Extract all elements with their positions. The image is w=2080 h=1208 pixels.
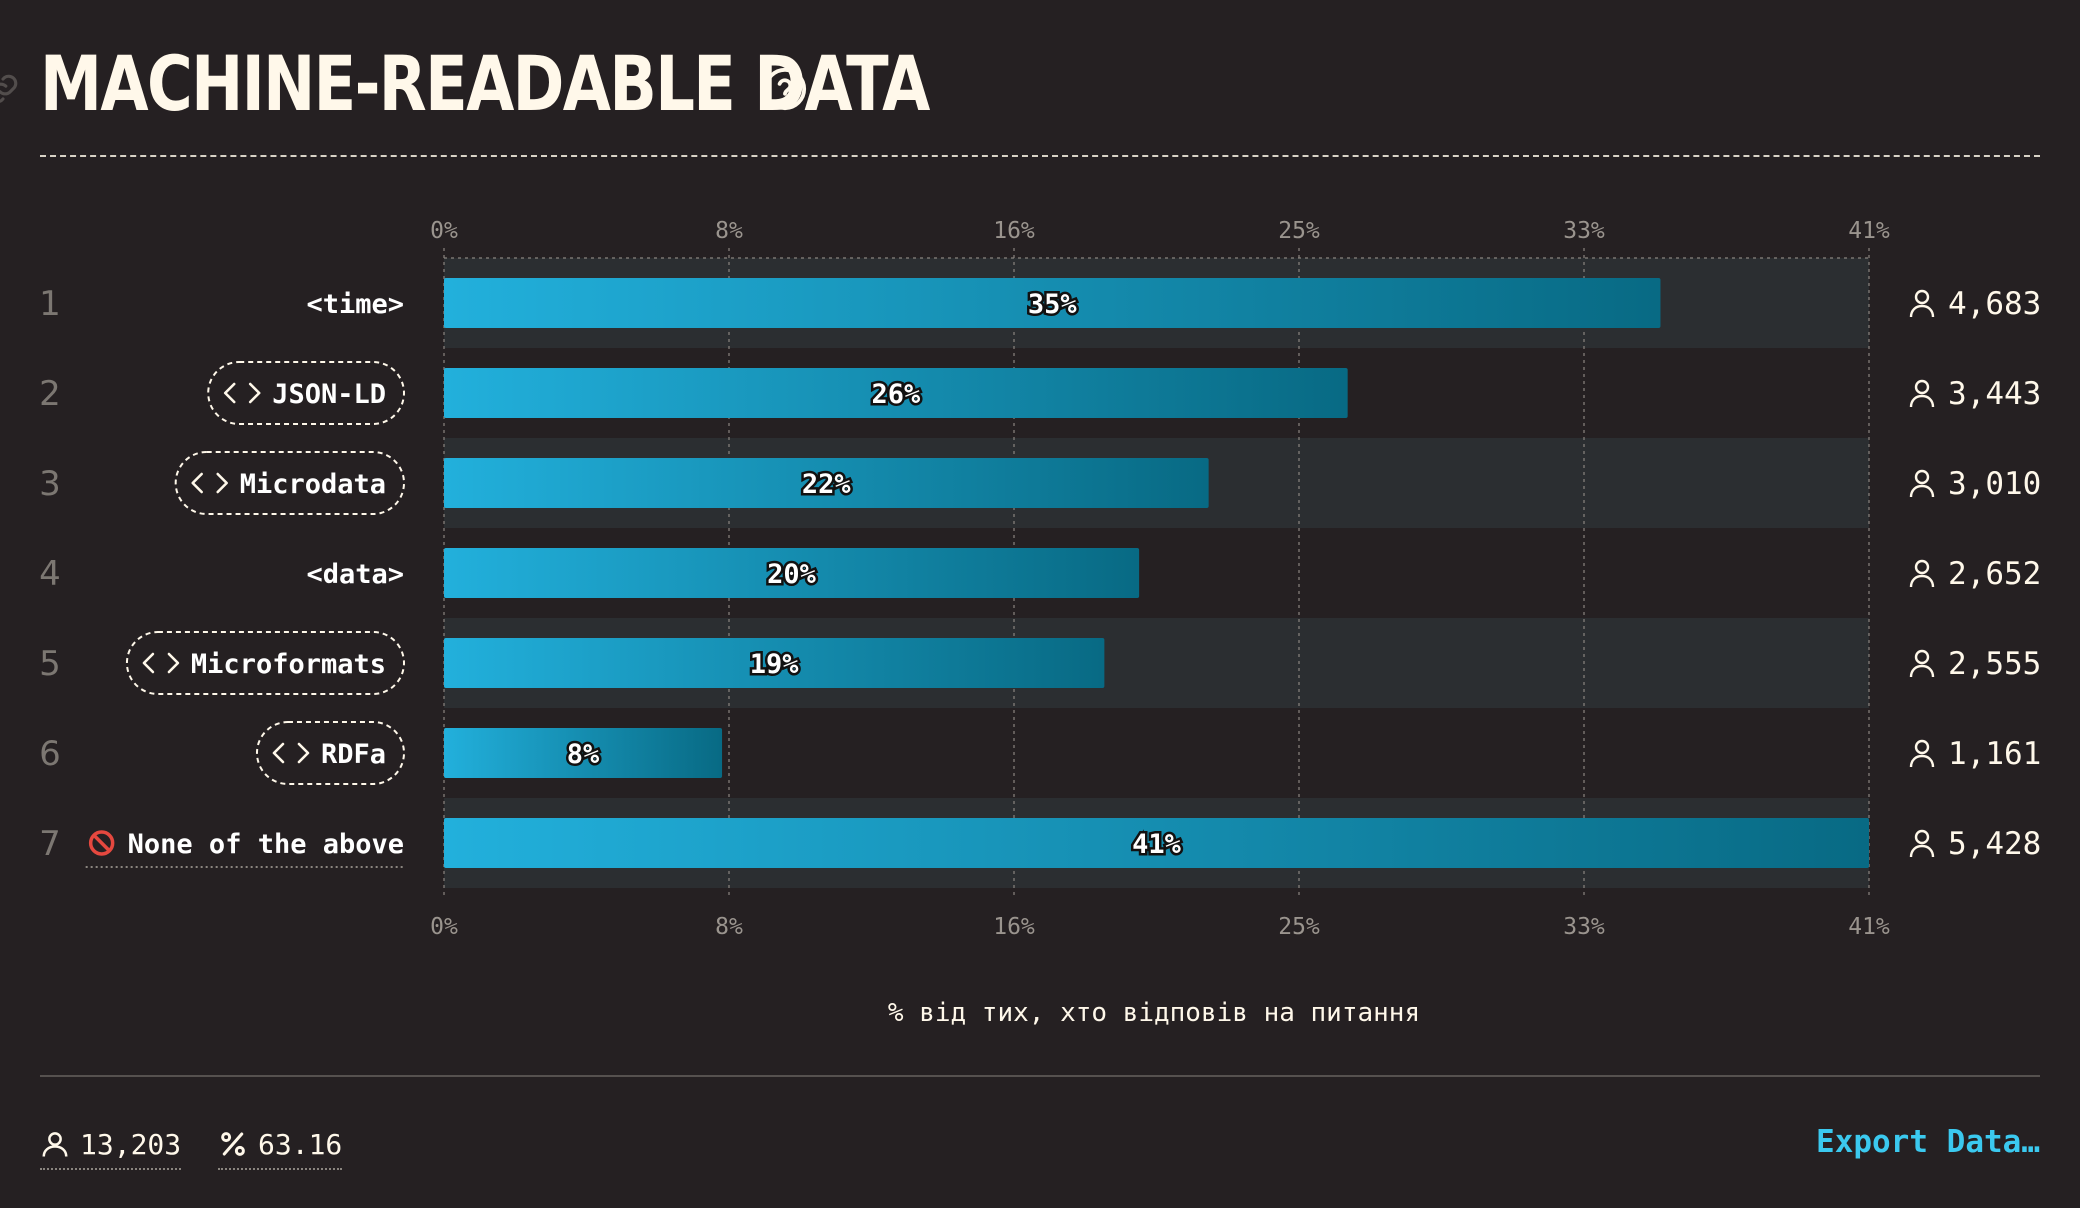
footer-divider: [40, 1075, 2040, 1077]
user-icon-body: [1909, 844, 1935, 858]
prohibited-icon: [88, 830, 115, 856]
code-icon: [223, 382, 261, 404]
code-badge-outline: [174, 451, 405, 515]
user-icon: [1909, 289, 1935, 318]
bar-value-label: 26%: [871, 379, 921, 410]
bar: [444, 548, 1140, 598]
row-rank: 3: [39, 464, 61, 504]
page-title: MACHINE-READABLE DATA: [40, 39, 930, 128]
category-label[interactable]: JSON-LD: [272, 379, 386, 410]
user-icon: [1909, 649, 1935, 678]
user-icon: [42, 1132, 68, 1157]
prohibited-circle: [88, 830, 115, 856]
title-divider: [40, 155, 2040, 157]
category-label[interactable]: Microdata: [240, 469, 386, 500]
respondent-count: 3,443: [1948, 376, 2041, 412]
response-rate-stat[interactable]: 63.16: [218, 1124, 343, 1170]
respondent-count: 1,161: [1948, 736, 2041, 772]
bar: [444, 458, 1209, 508]
x-tick-label-bottom: 8%: [715, 914, 743, 940]
x-tick-label-bottom: 25%: [1278, 914, 1320, 940]
row-rank: 4: [39, 554, 61, 594]
x-tick-label-bottom: 33%: [1563, 914, 1605, 940]
respondent-count: 5,428: [1948, 826, 2041, 862]
respondent-count: 3,010: [1948, 466, 2041, 502]
respondents-value: 13,203: [80, 1127, 182, 1161]
bar-chart: 0% 0% 8% 8% 16% 16% 25% 25% 33% 33% 41% 41% 1 <time> 3…: [39, 218, 2041, 940]
respondent-count: 4,683: [1948, 286, 2041, 322]
user-icon-head: [1914, 559, 1930, 575]
x-tick-label-bottom: 16%: [993, 914, 1035, 940]
user-icon-body: [1909, 304, 1935, 318]
x-tick-label-top: 41%: [1848, 218, 1890, 244]
user-icon-head: [1914, 469, 1930, 485]
user-icon-body: [1909, 484, 1935, 498]
code-badge-outline: [255, 721, 405, 785]
row-rank: 5: [39, 644, 61, 684]
bar-value-label: 41%: [1132, 829, 1182, 860]
code-badge-outline: [125, 631, 405, 695]
user-icon-head: [1914, 829, 1930, 845]
bar-value-label: 20%: [767, 559, 817, 590]
code-icon: [191, 472, 228, 494]
prohibited-slash: [92, 834, 111, 852]
category-label: <time>: [306, 289, 404, 320]
category-label[interactable]: None of the above: [128, 829, 404, 860]
user-icon-body: [1909, 664, 1935, 678]
x-tick-label-bottom: 0%: [430, 914, 458, 940]
bar-value-label: 22%: [802, 469, 852, 500]
bar: [444, 278, 1661, 328]
user-icon: [1909, 829, 1935, 858]
code-badge-outline: [207, 361, 405, 425]
bar: [444, 368, 1348, 418]
user-icon-body: [1909, 394, 1935, 408]
category-label[interactable]: RDFa: [321, 739, 386, 770]
row-rank: 6: [39, 734, 61, 774]
user-icon: [1909, 559, 1935, 588]
row-rank: 1: [39, 284, 61, 324]
x-tick-label-top: 33%: [1563, 218, 1605, 244]
respondent-count: 2,652: [1948, 556, 2041, 592]
x-tick-label-top: 25%: [1278, 218, 1320, 244]
user-icon: [1909, 469, 1935, 498]
respondent-count: 2,555: [1948, 646, 2041, 682]
x-axis-title: % від тих, хто відповів на питання: [887, 998, 1421, 1028]
category-label[interactable]: Microformats: [191, 649, 386, 680]
code-icon: [142, 652, 180, 674]
x-tick-label-top: 0%: [430, 218, 458, 244]
bar: [444, 728, 723, 778]
bar-value-label: 8%: [567, 739, 600, 770]
category-label: <data>: [306, 559, 404, 590]
user-icon: [1909, 739, 1935, 768]
code-icon: [272, 742, 310, 764]
question-circle-icon[interactable]: [762, 66, 808, 112]
row-rank: 7: [39, 824, 61, 864]
response-rate-value: 63.16: [258, 1127, 343, 1161]
row-rank: 2: [39, 374, 61, 414]
x-tick-label-bottom: 41%: [1848, 914, 1890, 940]
x-tick-label-top: 16%: [993, 218, 1035, 244]
bar-value-label: 19%: [750, 649, 800, 680]
link-icon[interactable]: [0, 72, 20, 106]
percent-icon: [221, 1132, 245, 1156]
bar: [444, 818, 1869, 868]
respondents-stat[interactable]: 13,203: [40, 1124, 182, 1170]
user-icon-head: [1914, 379, 1930, 395]
bar: [444, 638, 1105, 688]
x-tick-label-top: 8%: [715, 218, 743, 244]
user-icon: [1909, 379, 1935, 408]
user-icon-body: [1909, 754, 1935, 768]
user-icon-head: [1914, 649, 1930, 665]
export-data-link[interactable]: Export Data…: [1816, 1124, 2040, 1160]
user-icon-body: [1909, 574, 1935, 588]
bar-value-label: 35%: [1028, 289, 1078, 320]
user-icon-head: [1914, 739, 1930, 755]
user-icon-head: [1914, 289, 1930, 305]
